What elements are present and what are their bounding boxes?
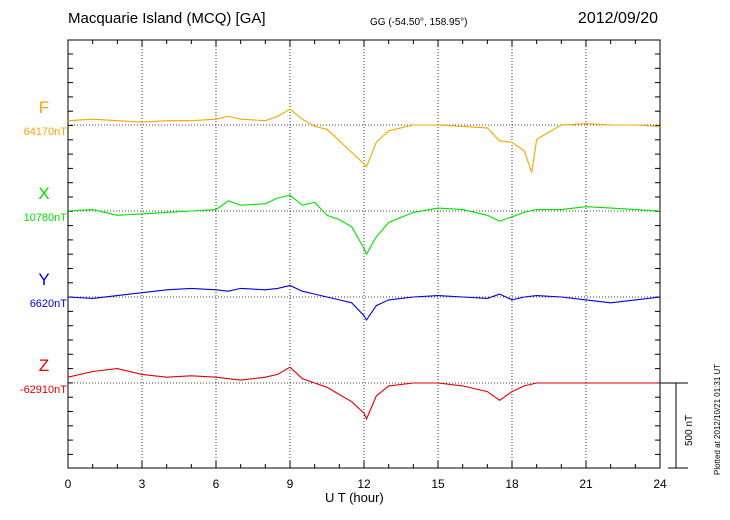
series-lines [67, 108, 661, 421]
chart-title: Macquarie Island (MCQ) [GA] [68, 10, 266, 27]
series-line-y [67, 284, 661, 322]
series-label-z: Z [38, 356, 50, 375]
series-baseline-label-y: 6620nT [29, 298, 67, 310]
series-baseline-label-f: 64170nT [23, 126, 67, 138]
series-line-f [67, 108, 661, 173]
series-line-x [67, 194, 661, 256]
series-baseline-label-x: 10780nT [23, 212, 67, 224]
plotted-note: Plotted at 2012/10/21 01:31 UT [713, 363, 722, 475]
axis-ticks: 0 3 6 9 12 15 18 21 24 [65, 40, 667, 491]
scale-bar-label: 500 nT [684, 415, 695, 446]
x-tick-label: 9 [287, 477, 294, 491]
chart-date: 2012/09/20 [577, 10, 658, 27]
x-tick-label: 15 [431, 477, 445, 491]
x-tick-label: 6 [213, 477, 220, 491]
x-tick-label: 12 [357, 477, 371, 491]
series-label-x: X [38, 184, 50, 203]
series-line-z [67, 366, 660, 421]
x-tick-label: 24 [653, 477, 667, 491]
series-label-f: F [38, 98, 50, 117]
chart-subtitle: GG (-54.50°, 158.95°) [370, 17, 468, 28]
x-tick-label: 3 [139, 477, 146, 491]
x-tick-label: 21 [579, 477, 593, 491]
x-tick-label: 18 [505, 477, 519, 491]
series-label-y: Y [38, 270, 50, 289]
series-baseline-label-z: -62910nT [19, 384, 67, 396]
grid-lines [141, 40, 587, 468]
x-tick-label: 0 [65, 477, 72, 491]
x-axis-title: U T (hour) [325, 490, 384, 505]
scale-bar: 500 nT [660, 382, 695, 469]
